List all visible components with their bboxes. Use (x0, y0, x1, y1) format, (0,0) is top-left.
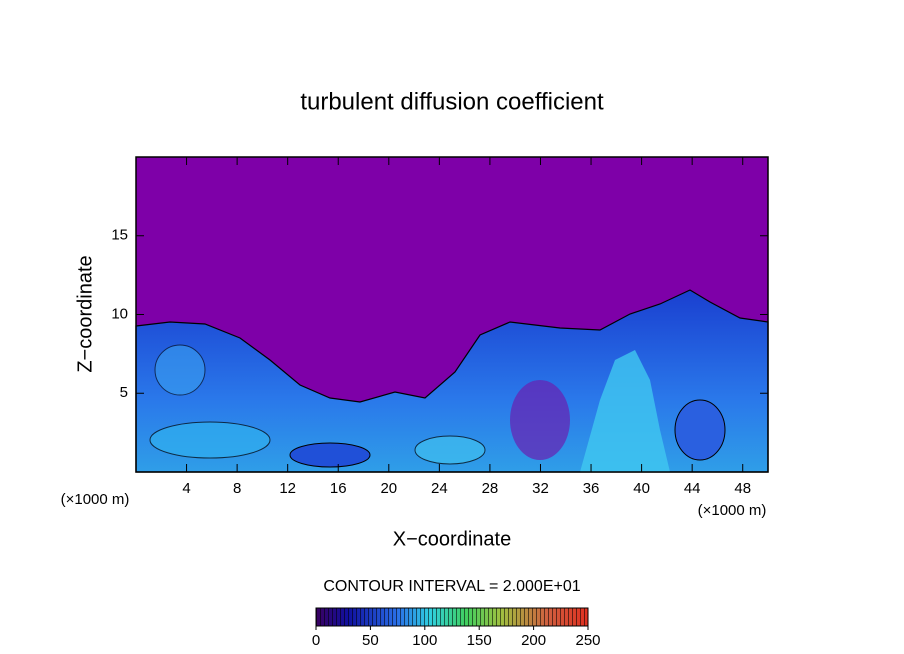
x-tick-label: 48 (734, 480, 751, 497)
colorbar-tick-label: 50 (362, 632, 379, 649)
colorbar-tick-label: 250 (575, 632, 600, 649)
plume (580, 350, 670, 472)
colorbar-tick-label: 200 (521, 632, 546, 649)
x-tick-label: 20 (380, 480, 397, 497)
colorbar-tick-label: 100 (412, 632, 437, 649)
x-tick-label: 40 (633, 480, 650, 497)
eddy (674, 399, 726, 461)
x-tick-label: 8 (233, 480, 241, 497)
eddy (510, 380, 570, 460)
y-unit-label: (×1000 m) (61, 491, 130, 508)
x-unit-label: (×1000 m) (698, 502, 767, 519)
x-tick-label: 28 (482, 480, 499, 497)
eddy (154, 344, 206, 396)
y-axis-label: Z−coordinate (74, 255, 96, 372)
y-tick-label: 15 (111, 227, 128, 244)
eddy (414, 435, 486, 465)
x-axis-label: X−coordinate (393, 528, 511, 550)
x-tick-label: 44 (684, 480, 701, 497)
eddy (289, 442, 371, 468)
y-tick-label: 5 (120, 384, 128, 401)
x-tick-label: 36 (583, 480, 600, 497)
colorbar-tick-label: 0 (312, 632, 320, 649)
y-tick-label: 10 (111, 305, 128, 322)
contour-interval: CONTOUR INTERVAL = 2.000E+01 (323, 578, 580, 595)
x-tick-label: 4 (182, 480, 190, 497)
eddy (149, 421, 271, 459)
x-tick-label: 24 (431, 480, 448, 497)
x-tick-label: 32 (532, 480, 549, 497)
x-tick-label: 12 (279, 480, 296, 497)
colorbar-frame (315, 607, 589, 627)
x-tick-label: 16 (330, 480, 347, 497)
field (135, 157, 769, 473)
chart-title: turbulent diffusion coefficient (300, 88, 604, 115)
colorbar-tick-label: 150 (467, 632, 492, 649)
